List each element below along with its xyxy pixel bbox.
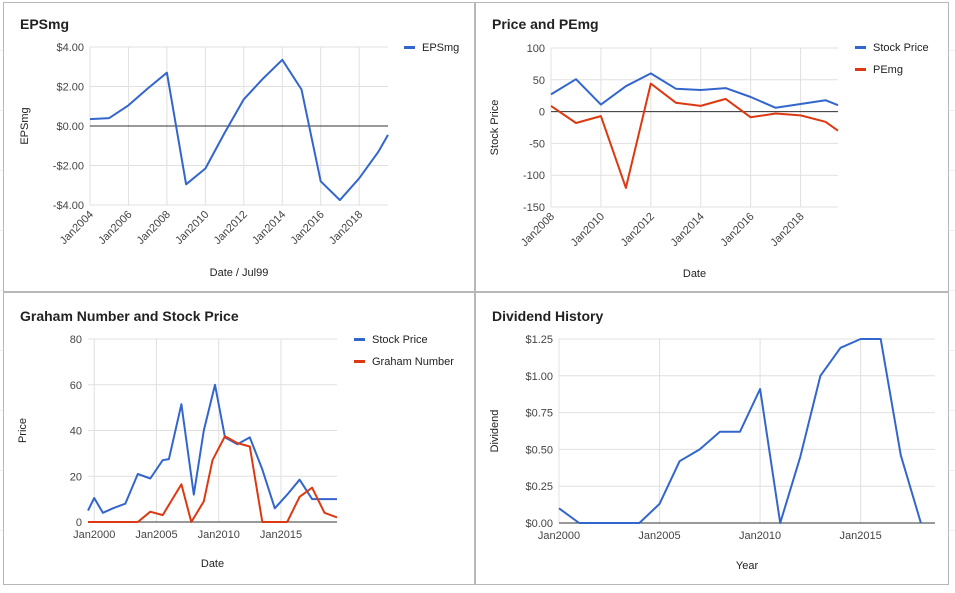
y-tick-label: $2.00 bbox=[56, 82, 84, 94]
y-tick-label: $0.00 bbox=[525, 518, 553, 530]
legend-swatch bbox=[404, 46, 415, 49]
chart-title: Graham Number and Stock Price bbox=[20, 308, 239, 324]
x-tick-label: Jan2005 bbox=[135, 529, 177, 541]
series-line-stock-price bbox=[87, 383, 337, 514]
x-tick-label: Jan2014 bbox=[250, 209, 288, 247]
chart-title: Price and PEmg bbox=[492, 16, 599, 32]
y-axis-label: Price bbox=[17, 418, 29, 443]
legend-label: Stock Price bbox=[873, 42, 929, 54]
series-line-graham-number bbox=[88, 435, 338, 523]
x-tick-label: Jan2006 bbox=[96, 209, 134, 247]
x-tick-label: Jan2004 bbox=[58, 209, 96, 247]
y-tick-label: -50 bbox=[529, 138, 545, 150]
x-tick-label: Jan2014 bbox=[669, 211, 707, 249]
legend-label: Graham Number bbox=[372, 356, 454, 368]
y-tick-label: $1.00 bbox=[525, 371, 553, 383]
dividend-chart-panel: Dividend History $1.25 $1.00 $0.75 $0.50 $0.2… bbox=[475, 292, 949, 585]
x-tick-label: Jan2000 bbox=[73, 529, 115, 541]
y-tick-label: -100 bbox=[523, 170, 545, 182]
x-tick-label: Jan2018 bbox=[768, 211, 806, 249]
legend-swatch bbox=[354, 338, 365, 341]
y-tick-label: -150 bbox=[523, 202, 545, 214]
graham-chart: Graham Number and Stock Price806040200Ja… bbox=[17, 308, 454, 570]
x-tick-label: Jan2005 bbox=[638, 530, 680, 542]
series-line-pemg bbox=[550, 82, 839, 189]
x-axis-label: Date / Jul99 bbox=[210, 267, 269, 279]
y-tick-label: 40 bbox=[70, 426, 82, 438]
y-axis-label: Stock Price bbox=[489, 100, 501, 156]
x-tick-label: Jan2010 bbox=[198, 529, 240, 541]
x-tick-label: Jan2008 bbox=[519, 211, 557, 249]
x-tick-label: Jan2015 bbox=[260, 529, 302, 541]
x-tick-label: Jan2010 bbox=[739, 530, 781, 542]
x-axis-label: Date bbox=[201, 558, 224, 570]
y-tick-label: 60 bbox=[70, 380, 82, 392]
y-tick-label: 100 bbox=[527, 43, 545, 55]
x-tick-label: Jan2010 bbox=[569, 211, 607, 249]
x-tick-label: Jan2016 bbox=[718, 211, 756, 249]
chart-title: Dividend History bbox=[492, 308, 603, 324]
y-axis-label: Dividend bbox=[489, 410, 501, 453]
legend-swatch bbox=[855, 68, 866, 71]
legend-label: EPSmg bbox=[422, 42, 459, 54]
legend-label: Stock Price bbox=[372, 334, 428, 346]
legend-swatch bbox=[354, 360, 365, 363]
series-line-stock-price bbox=[550, 72, 839, 109]
legend-swatch bbox=[855, 46, 866, 49]
x-tick-label: Jan2012 bbox=[619, 211, 657, 249]
y-tick-label: -$2.00 bbox=[53, 161, 84, 173]
graham-chart-panel: Graham Number and Stock Price 80 60 40 20 0 Ja… bbox=[3, 292, 475, 585]
series-line-epsmg bbox=[89, 58, 389, 202]
y-tick-label: 20 bbox=[70, 471, 82, 483]
y-axis-label: EPSmg bbox=[19, 107, 31, 144]
y-tick-label: -$4.00 bbox=[53, 200, 84, 212]
y-tick-label: $1.25 bbox=[525, 334, 553, 346]
y-tick-label: $0.00 bbox=[56, 121, 84, 133]
price-pe-chart-panel: Price and PEmg 100 50 0 -50 -100 -150 Jan2008 Ja… bbox=[475, 2, 949, 292]
y-tick-label: $0.25 bbox=[525, 481, 553, 493]
y-tick-label: 80 bbox=[70, 334, 82, 346]
legend-label: PEmg bbox=[873, 64, 903, 76]
eps-chart-panel: EPSmg $4.00 $2.00 $0.00 -$2.00 -$4.00 Jan2004 J… bbox=[3, 2, 475, 292]
y-tick-label: $0.50 bbox=[525, 444, 553, 456]
series-line-dividend bbox=[558, 338, 922, 524]
y-tick-label: 50 bbox=[533, 75, 545, 87]
x-tick-label: Jan2008 bbox=[135, 209, 173, 247]
chart-title: EPSmg bbox=[20, 16, 69, 32]
x-axis-label: Date bbox=[683, 268, 706, 280]
dividend-chart: Dividend History $1.25 $1.00 $0.75 $0.50 $0.2… bbox=[489, 308, 935, 572]
x-axis-label: Year bbox=[736, 560, 759, 572]
x-tick-label: Jan2000 bbox=[538, 530, 580, 542]
x-tick-label: Jan2015 bbox=[839, 530, 881, 542]
x-tick-label: Jan2016 bbox=[288, 209, 326, 247]
x-tick-label: Jan2010 bbox=[173, 209, 211, 247]
x-tick-label: Jan2012 bbox=[212, 209, 250, 247]
y-tick-label: $0.75 bbox=[525, 408, 553, 420]
y-tick-label: 0 bbox=[76, 517, 82, 529]
y-tick-label: 0 bbox=[539, 107, 545, 119]
x-tick-label: Jan2018 bbox=[327, 209, 365, 247]
y-tick-label: $4.00 bbox=[56, 42, 84, 54]
